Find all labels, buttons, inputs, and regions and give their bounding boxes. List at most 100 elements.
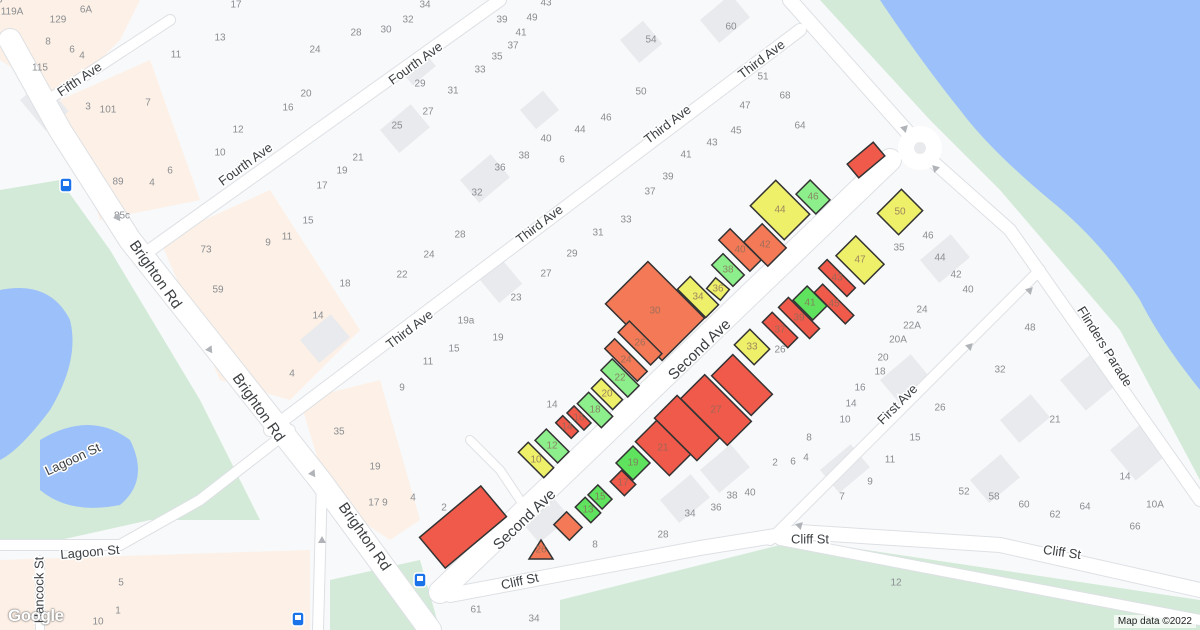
lot-shape[interactable] — [614, 444, 652, 482]
house-number: 19 — [369, 462, 381, 473]
lot-19-green[interactable] — [614, 444, 652, 482]
lot-26-orange[interactable] — [617, 320, 663, 366]
first-ave[interactable] — [765, 265, 1045, 545]
lot-shape[interactable] — [617, 320, 663, 366]
lot-16-red[interactable] — [565, 404, 593, 432]
lot-shape[interactable] — [846, 141, 886, 179]
lot-shape[interactable] — [876, 188, 924, 236]
lot-shape[interactable] — [794, 178, 832, 216]
lot-shape[interactable] — [554, 414, 580, 440]
side-road-2[interactable] — [466, 436, 524, 504]
lot-shape[interactable] — [813, 283, 855, 325]
lot-41-green[interactable] — [791, 284, 829, 322]
lot-24-orange[interactable] — [603, 337, 649, 383]
lot-shape[interactable] — [710, 353, 774, 417]
one-way-arrow-icon — [795, 522, 803, 530]
lot-12-lightgreen[interactable] — [533, 427, 571, 465]
lot-shape[interactable] — [742, 222, 788, 268]
house-number: 60 — [725, 22, 737, 33]
fifth-ave[interactable] — [35, 15, 175, 110]
lot-shape[interactable] — [527, 538, 555, 560]
lot-50-yellow[interactable] — [876, 188, 924, 236]
lot-unnumbered-red[interactable] — [710, 353, 774, 417]
lot-shape[interactable] — [552, 510, 584, 542]
lot-14-red[interactable] — [554, 414, 580, 440]
lot-17-red[interactable] — [609, 469, 637, 497]
lot-39-red[interactable] — [777, 296, 821, 340]
lot-shape[interactable] — [634, 419, 692, 477]
house-number: 6 — [559, 155, 565, 166]
second-ave[interactable] — [429, 149, 901, 603]
house-number: 17 9 — [368, 498, 388, 509]
bus-stop-icon[interactable] — [413, 572, 427, 588]
lot-shape[interactable] — [576, 391, 614, 429]
lot-shape[interactable] — [574, 496, 602, 524]
lot-shape[interactable] — [590, 377, 624, 411]
lot-shape[interactable] — [705, 276, 731, 302]
lot-shape[interactable] — [733, 328, 771, 366]
lot-46-lightgreen[interactable] — [794, 178, 832, 216]
lot-unnumbered-red[interactable] — [418, 484, 508, 570]
lot-shape[interactable] — [586, 483, 614, 511]
lagoon-st[interactable] — [0, 425, 295, 550]
lot-shape[interactable] — [761, 311, 799, 349]
lot-43-red[interactable] — [817, 258, 857, 298]
lot-33-yellow[interactable] — [733, 328, 771, 366]
house-number: 36 — [710, 503, 722, 514]
lot-shape[interactable] — [609, 469, 637, 497]
side-road[interactable] — [313, 475, 327, 630]
lot-shape[interactable] — [565, 404, 593, 432]
lot-shape[interactable] — [777, 296, 821, 340]
house-number: 37 — [644, 187, 656, 198]
fourth-ave[interactable] — [144, 0, 506, 256]
house-number: 22 — [396, 270, 408, 281]
lot-44-yellow[interactable] — [749, 179, 811, 241]
lot-shape[interactable] — [517, 441, 555, 479]
lot-36-yellow[interactable] — [705, 276, 731, 302]
lot-26-orange[interactable] — [527, 538, 555, 560]
house-number: 32 — [402, 15, 414, 26]
flinders-parade[interactable] — [914, 144, 1200, 506]
lot-38-lightgreen[interactable] — [710, 252, 746, 288]
lot-18-lightgreen[interactable] — [576, 391, 614, 429]
building — [700, 444, 750, 493]
map-attribution[interactable]: Map data ©2022 — [1113, 615, 1196, 628]
upper-road[interactable] — [783, 0, 917, 142]
lot-15-green[interactable] — [586, 483, 614, 511]
lot-shape[interactable] — [599, 357, 641, 399]
lot-shape[interactable] — [710, 252, 746, 288]
house-number: 29 — [566, 249, 578, 260]
lot-13-green[interactable] — [574, 496, 602, 524]
lot-number: 40 — [734, 245, 746, 256]
bus-stop-icon[interactable] — [291, 611, 305, 627]
lot-shape[interactable] — [817, 258, 857, 298]
cliff-st[interactable] — [443, 524, 1200, 602]
lot-shape[interactable] — [749, 179, 811, 241]
lot-47-yellow[interactable] — [834, 234, 886, 286]
lot-unnumbered-red[interactable] — [846, 141, 886, 179]
lot-shape[interactable] — [603, 337, 649, 383]
cliff-st-lower[interactable] — [775, 535, 1200, 625]
lot-34-yellow[interactable] — [676, 275, 720, 319]
lot-shape[interactable] — [676, 275, 720, 319]
house-number: 59 — [212, 285, 224, 296]
lot-20-yellow[interactable] — [590, 377, 624, 411]
lot-shape[interactable] — [418, 484, 508, 570]
third-ave[interactable] — [264, 24, 806, 436]
house-number: 15 — [302, 216, 314, 227]
lot-unnumbered-orange[interactable] — [552, 510, 584, 542]
one-way-arrow-icon — [113, 213, 121, 222]
lot-shape[interactable] — [834, 234, 886, 286]
lot-42-orange[interactable] — [742, 222, 788, 268]
lot-45-red[interactable] — [813, 283, 855, 325]
lot-shape[interactable] — [533, 427, 571, 465]
lot-22-lightgreen[interactable] — [599, 357, 641, 399]
lot-shape[interactable] — [791, 284, 829, 322]
lot-21-red[interactable] — [634, 419, 692, 477]
bus-stop-icon[interactable] — [59, 177, 73, 193]
house-number: 44 — [934, 253, 946, 264]
lot-37-red[interactable] — [761, 311, 799, 349]
lot-10-yellow[interactable] — [517, 441, 555, 479]
